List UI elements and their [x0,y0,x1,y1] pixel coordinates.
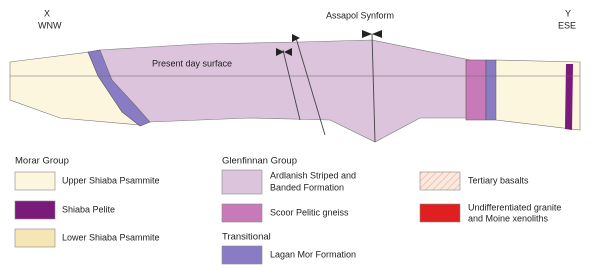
swatch [222,204,262,222]
group-title: Glenfinnan Group [222,156,297,167]
legend-label: Ardlanish Striped and [270,170,356,180]
legend-label: Lower Shiaba Psammite [62,232,160,242]
scoor [466,60,486,120]
swatch [420,204,460,222]
legend-label: Tertiary basalts [468,175,529,185]
end-label: X [44,8,50,18]
end-direction: ESE [558,20,576,30]
end-label: Y [565,8,571,18]
legend-label: Lagan Mor Formation [270,249,356,259]
ardlanish [100,40,470,142]
surface-label: Present day surface [152,58,232,68]
swatch [15,229,55,247]
swatch [15,201,55,219]
swatch [15,172,55,190]
legend-label: Banded Formation [270,182,344,192]
legend-label: Undifferentiated granite [468,202,561,212]
swatch [222,170,262,194]
fold-label: Assapol Synform [326,10,394,20]
legend: Morar Group Upper Shiaba Psammite Shiaba… [15,156,561,264]
group-title: Transitional [222,232,271,243]
swatch [420,172,460,190]
legend-label: Scoor Pelitic gneiss [270,207,349,217]
legend-label: Upper Shiaba Psammite [62,175,160,185]
cross-section: X WNW Y ESE Assapol Synform Present day … [10,8,580,142]
shiaba-pelite [565,64,573,130]
group-title: Morar Group [15,156,69,167]
end-direction: WNW [38,20,62,30]
lagan-mor-right [486,60,496,120]
figure: X WNW Y ESE Assapol Synform Present day … [0,0,592,268]
legend-label: Shiaba Pelite [62,204,115,214]
legend-label: and Moine xenoliths [468,213,549,223]
swatch [222,246,262,264]
